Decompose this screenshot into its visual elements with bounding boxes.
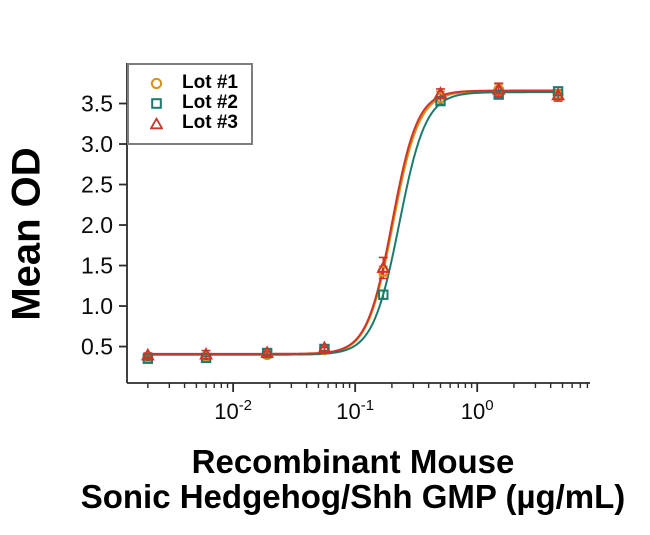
legend-item-lot2: Lot #2 [129,93,251,113]
data-point-lot3 [199,346,213,360]
data-point-lot3 [491,82,506,95]
data-point-lot3 [317,340,332,354]
square-marker-icon [151,97,162,109]
y-tick-label: 1.0 [81,293,113,319]
y-tick-label: 3.5 [81,91,113,117]
legend-item-lot3: Lot #3 [129,113,251,133]
y-tick-label: 3.0 [81,131,113,157]
triangle-marker-icon [150,116,163,129]
data-point-lot2 [378,289,389,300]
data-point-lot3 [376,260,391,273]
legend-label-lot1: Lot #1 [182,72,238,93]
fit-curve-lot3 [147,89,559,355]
legend-label-lot2: Lot #2 [182,92,238,113]
x-tick-label: 10-1 [336,397,374,424]
circle-marker-icon [150,77,163,89]
data-point-lot3 [260,345,275,358]
y-tick-label: 0.5 [81,334,113,360]
legend-label-lot3: Lot #3 [182,112,238,133]
x-axis-title-line2: Sonic Hedgehog/Shh GMP (µg/mL) [80,478,626,515]
y-tick-label: 2.0 [81,212,113,238]
data-point-lot3 [433,86,448,99]
x-tick-label: 10-2 [214,397,252,424]
y-axis-title: Mean OD [4,147,49,321]
legend: Lot #1 Lot #2 Lot #3 [127,63,253,145]
data-point-lot2 [552,86,564,97]
y-tick-label: 1.5 [81,253,113,279]
legend-item-lot1: Lot #1 [129,73,251,93]
x-axis-title: Recombinant Mouse Sonic Hedgehog/Shh GMP… [81,444,626,514]
data-point-lot3 [551,87,565,101]
x-tick-label: 100 [461,397,494,424]
y-tick-label: 2.5 [81,172,113,198]
x-axis-title-line1: Recombinant Mouse [191,443,515,480]
data-point-lot3 [140,347,155,361]
